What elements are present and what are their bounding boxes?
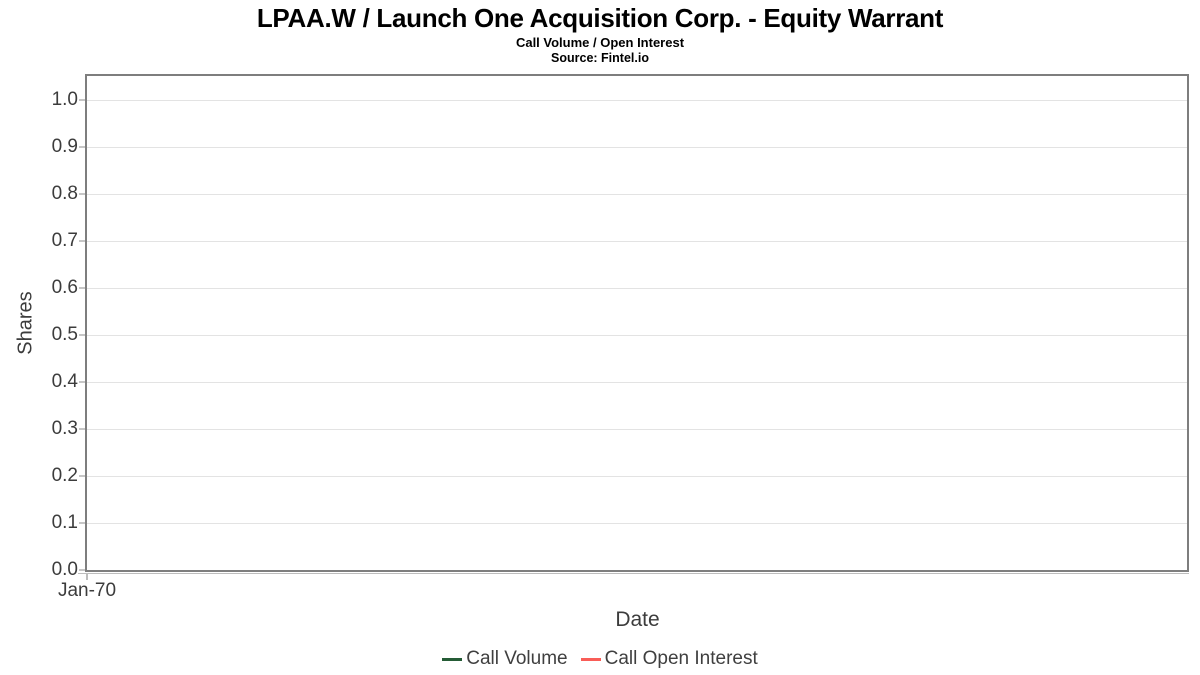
gridline	[87, 288, 1187, 289]
y-axis-title: Shares	[14, 291, 37, 355]
x-axis-tick-mark	[86, 573, 88, 580]
y-tick-mark	[79, 428, 85, 430]
y-tick-mark	[79, 334, 85, 336]
y-tick-label: 0.6	[51, 277, 78, 298]
y-tick-mark	[79, 475, 85, 477]
y-tick-label: 0.2	[51, 465, 78, 486]
y-tick-mark	[79, 146, 85, 148]
y-tick-label: 0.4	[51, 371, 78, 392]
y-tick-mark	[79, 381, 85, 383]
y-tick-label: 0.7	[51, 230, 78, 251]
y-tick-mark	[79, 522, 85, 524]
legend-label-call-volume: Call Volume	[466, 648, 568, 669]
y-tick-label: 1.0	[51, 89, 78, 110]
call-open-interest-line-swatch	[580, 657, 601, 661]
y-tick-label: 0.3	[51, 418, 78, 439]
gridline	[87, 382, 1187, 383]
y-tick-mark	[79, 240, 85, 242]
chart-source-label: Source: Fintel.io	[551, 51, 649, 65]
gridline	[87, 429, 1187, 430]
x-axis-title: Date	[615, 608, 660, 631]
chart-subtitle: Call Volume / Open Interest	[515, 35, 685, 50]
chart-title: LPAA.W / Launch One Acquisition Corp. - …	[256, 3, 944, 33]
y-tick-mark	[79, 193, 85, 195]
plot-area	[85, 74, 1189, 572]
y-tick-label: 0.9	[51, 136, 78, 157]
gridline	[87, 194, 1187, 195]
call-volume-line-swatch	[442, 657, 463, 661]
y-tick-label: 0.8	[51, 183, 78, 204]
gridline	[87, 241, 1187, 242]
y-tick-mark	[79, 99, 85, 101]
gridline	[87, 523, 1187, 524]
legend-item-call-volume: Call Volume	[442, 648, 568, 670]
gridline	[87, 335, 1187, 336]
gridline	[87, 147, 1187, 148]
legend-label-call-open-interest: Call Open Interest	[604, 648, 758, 669]
x-axis-line	[78, 573, 1189, 574]
gridline	[87, 100, 1187, 101]
legend-item-call-open-interest: Call Open Interest	[580, 648, 758, 670]
gridline	[87, 476, 1187, 477]
y-tick-label: 0.1	[51, 512, 78, 533]
y-tick-mark	[79, 569, 85, 571]
legend: Call Volume Call Open Interest	[0, 648, 1200, 670]
x-axis-tick-label: Jan-70	[57, 580, 117, 601]
y-tick-label: 0.0	[51, 559, 78, 580]
y-tick-mark	[79, 287, 85, 289]
y-tick-label: 0.5	[51, 324, 78, 345]
